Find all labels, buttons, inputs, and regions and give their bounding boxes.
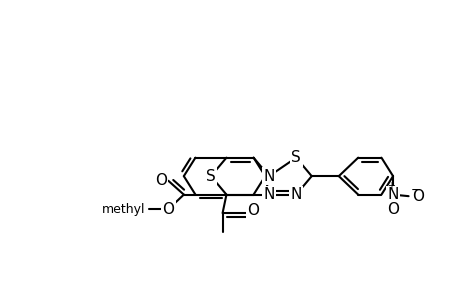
Text: N: N xyxy=(263,169,274,184)
Text: O: O xyxy=(154,173,167,188)
Text: N: N xyxy=(263,187,274,202)
Text: S: S xyxy=(206,169,215,184)
Text: O: O xyxy=(386,202,398,217)
Text: O: O xyxy=(247,202,259,217)
Text: O: O xyxy=(162,202,174,217)
Text: +: + xyxy=(386,181,394,191)
Text: methyl: methyl xyxy=(101,203,145,216)
Text: −: − xyxy=(410,184,420,196)
Text: S: S xyxy=(291,150,301,165)
Text: N: N xyxy=(386,187,398,202)
Text: O: O xyxy=(412,189,424,204)
Text: N: N xyxy=(290,187,301,202)
